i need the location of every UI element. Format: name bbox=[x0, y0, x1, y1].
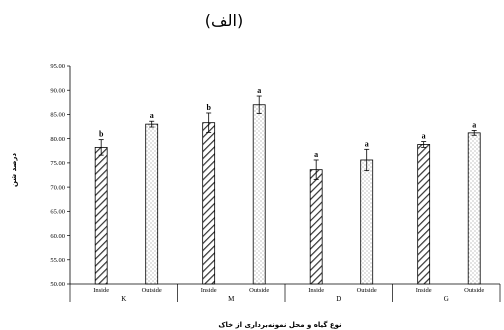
y-tick-label: 75.00 bbox=[50, 160, 65, 167]
sub-category-label: Outside bbox=[249, 287, 269, 294]
y-axis-title: درصد شن bbox=[10, 153, 18, 187]
y-tick-label: 65.00 bbox=[50, 209, 65, 216]
sub-category-label: Inside bbox=[93, 287, 109, 294]
y-tick-label: 90.00 bbox=[50, 87, 65, 94]
sub-category-label: Inside bbox=[308, 287, 324, 294]
significance-letter: a bbox=[472, 120, 476, 129]
chart-title: (الف) bbox=[205, 11, 243, 30]
group-label: K bbox=[121, 295, 126, 303]
significance-letter: a bbox=[422, 132, 426, 141]
y-tick-label: 80.00 bbox=[50, 136, 65, 143]
x-axis-title: نوع گیاه و محل نمونه‌برداری از خاک bbox=[218, 320, 342, 329]
y-tick-label: 85.00 bbox=[50, 112, 65, 119]
y-tick-label: 95.00 bbox=[50, 63, 65, 70]
significance-letter: b bbox=[206, 103, 211, 112]
sub-category-label: Outside bbox=[357, 287, 377, 294]
y-tick-label: 50.00 bbox=[50, 281, 65, 288]
y-tick-label: 55.00 bbox=[50, 257, 65, 264]
significance-letter: a bbox=[150, 111, 154, 120]
significance-letter: b bbox=[99, 130, 104, 139]
significance-letter: a bbox=[314, 150, 318, 159]
sub-category-label: Outside bbox=[464, 287, 484, 294]
y-tick-label: 60.00 bbox=[50, 233, 65, 240]
y-tick-label: 70.00 bbox=[50, 184, 65, 191]
bar-K-outside bbox=[145, 123, 159, 285]
bar-M-inside bbox=[202, 122, 216, 285]
bar-D-outside bbox=[360, 159, 374, 285]
bar-G-outside bbox=[467, 132, 481, 285]
plot-area: 50.00 55.00 60.00 65.00 70.00 75.00 80.00 85.00… bbox=[50, 63, 501, 303]
bar-D-inside bbox=[309, 169, 323, 285]
significance-letter: a bbox=[365, 139, 369, 148]
group-label: G bbox=[444, 295, 449, 303]
sub-category-label: Inside bbox=[416, 287, 432, 294]
group-label: M bbox=[228, 295, 235, 303]
bar-M-outside bbox=[252, 104, 266, 285]
sub-category-label: Outside bbox=[142, 287, 162, 294]
bar-K-inside bbox=[94, 146, 108, 285]
group-label: D bbox=[336, 295, 341, 303]
significance-letter: a bbox=[257, 86, 261, 95]
bar-G-inside bbox=[417, 144, 431, 285]
sub-category-label: Inside bbox=[201, 287, 217, 294]
